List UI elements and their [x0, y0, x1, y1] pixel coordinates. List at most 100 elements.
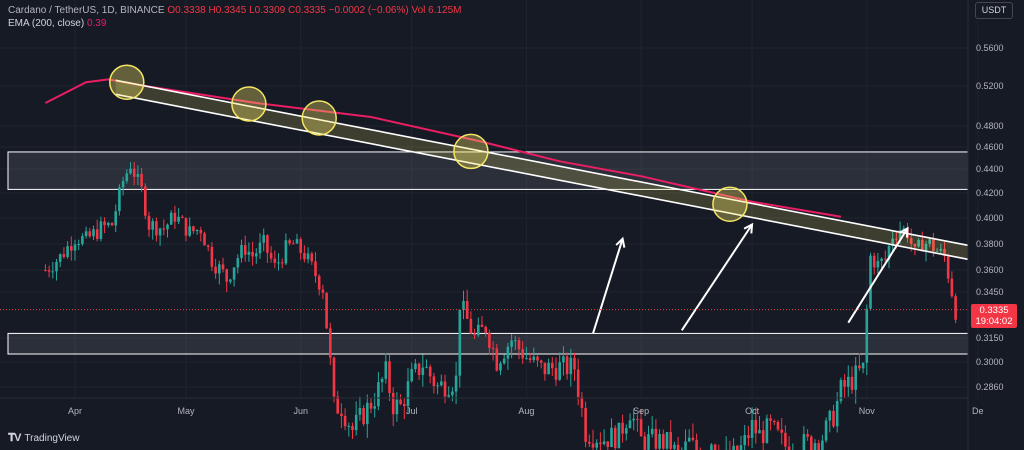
candle-body — [887, 246, 891, 260]
candle-body — [84, 231, 88, 237]
candle-body — [195, 229, 199, 232]
candle-body — [602, 441, 606, 445]
time-tick-label: Oct — [745, 406, 760, 416]
candle-body — [562, 356, 565, 363]
candle-body — [62, 254, 66, 257]
candle-body — [255, 253, 258, 257]
candle-body — [891, 238, 894, 247]
candle-body — [736, 445, 739, 450]
candle-body — [928, 239, 931, 244]
candle-body — [140, 173, 143, 187]
price-tick-label: 0.3000 — [976, 357, 1004, 367]
candle-body — [787, 446, 791, 450]
candle-body — [654, 428, 658, 449]
candle-body — [832, 410, 835, 427]
candle-body — [280, 262, 284, 264]
candle-body — [262, 235, 265, 243]
symbol-label[interactable]: Cardano / TetherUS, 1D, BINANCE — [8, 5, 165, 16]
candle-body — [358, 407, 362, 415]
candle-body — [366, 402, 369, 425]
candle-body — [399, 399, 402, 404]
candle-body — [377, 382, 380, 407]
candle-body — [210, 246, 214, 267]
candle-body — [865, 308, 869, 363]
candle-body — [665, 432, 669, 449]
touch-circle — [301, 100, 337, 136]
candle-body — [403, 403, 406, 407]
candle-body — [121, 181, 125, 188]
touch-circle — [453, 133, 489, 170]
candle-body — [525, 358, 528, 360]
touch-circle — [109, 64, 145, 100]
candle-body — [340, 413, 343, 416]
candle-body — [909, 238, 913, 244]
candle-body — [847, 376, 850, 387]
candle-body — [628, 420, 632, 429]
bar-countdown: 19:04:02 — [975, 316, 1013, 327]
ema-label[interactable]: EMA (200, close) — [8, 18, 85, 29]
candle-body — [144, 186, 147, 216]
candle-body — [828, 410, 832, 421]
time-tick-label: De — [972, 406, 984, 416]
candle-body — [110, 223, 114, 226]
price-tick-label: 0.2860 — [976, 382, 1004, 392]
candle-body — [861, 362, 865, 369]
candle-body — [206, 245, 210, 247]
candle-body — [743, 435, 746, 446]
candle-body — [155, 221, 158, 236]
price-axis[interactable]: 0.5600 0.5200 0.4800 0.4600 0.4400 0.4200 0.40… — [967, 0, 1004, 450]
candle-body — [292, 243, 295, 245]
candle-body — [310, 253, 314, 262]
candle-body — [488, 332, 491, 348]
candle-body — [417, 363, 421, 375]
price-tick-label: 0.3150 — [976, 333, 1004, 343]
currency-button[interactable]: USDT — [975, 2, 1013, 19]
tradingview-icon: 𝐓V — [8, 432, 21, 444]
arrow-head — [899, 226, 909, 238]
candle-body — [391, 392, 395, 415]
resistance-zone — [7, 151, 969, 190]
candle-body — [129, 168, 132, 174]
price-tick-label: 0.3450 — [976, 287, 1004, 297]
candle-body — [650, 428, 654, 435]
candle-body — [177, 216, 180, 222]
candle-body — [843, 380, 846, 387]
candle-body — [240, 245, 243, 259]
time-axis[interactable]: Apr May Jun Jul Aug Sep Oct Nov De — [0, 397, 984, 416]
candle-body — [218, 264, 221, 274]
candle-body — [935, 250, 939, 252]
candle-body — [380, 378, 384, 383]
candle-body — [747, 435, 750, 438]
candle-body — [854, 365, 857, 390]
ema-200-line — [44, 78, 842, 218]
open-value: O0.3338 — [167, 5, 206, 16]
candle-body — [758, 430, 761, 434]
trendline-upper — [115, 79, 969, 247]
time-tick-label: Apr — [68, 406, 82, 416]
candle-body — [528, 358, 532, 361]
candle-body — [388, 361, 391, 393]
candle-body — [77, 244, 80, 246]
candle-body — [173, 212, 177, 222]
candle-body — [373, 406, 376, 409]
candle-body — [329, 328, 332, 358]
candle-body — [687, 437, 691, 442]
tradingview-logo[interactable]: 𝐓V TradingView — [8, 432, 79, 445]
candle-body — [565, 356, 569, 375]
arrow-shaft — [592, 238, 624, 334]
candle-body — [369, 402, 373, 409]
tradingview-brand: TradingView — [24, 433, 80, 444]
candle-body — [710, 444, 713, 450]
candle-body — [321, 289, 325, 293]
candle-body — [625, 428, 628, 434]
candle-body — [203, 233, 206, 246]
touch-circle — [712, 186, 748, 222]
candle-body — [539, 360, 543, 363]
candle-body — [739, 445, 743, 450]
candle-body — [107, 223, 110, 226]
price-tick-label: 0.3600 — [976, 265, 1004, 275]
candle-body — [673, 444, 676, 449]
candle-body — [898, 230, 902, 239]
candle-body — [158, 228, 162, 236]
